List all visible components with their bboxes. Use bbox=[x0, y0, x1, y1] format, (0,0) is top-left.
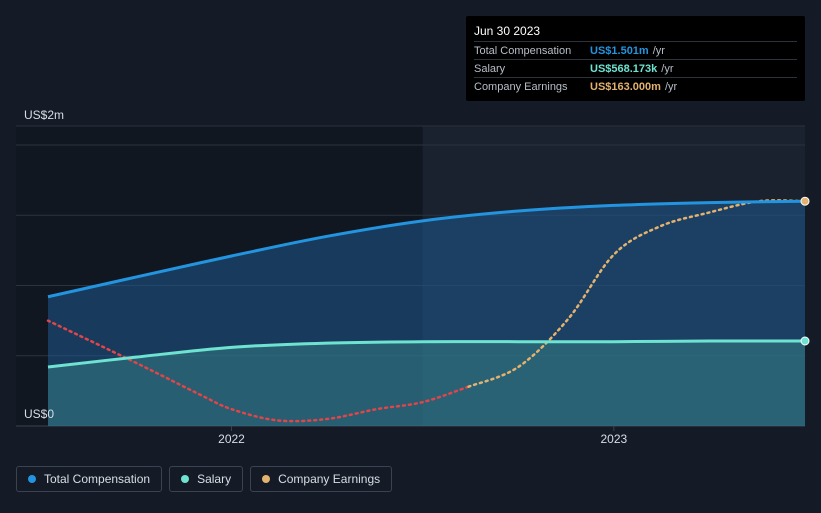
tooltip-label: Salary bbox=[474, 62, 506, 75]
company-earnings-line-low bbox=[46, 319, 470, 423]
legend-label: Company Earnings bbox=[278, 472, 381, 486]
chart-legend: Total Compensation Salary Company Earnin… bbox=[16, 466, 393, 492]
y-axis-label-zero: US$0 bbox=[24, 407, 54, 421]
total-compensation-area bbox=[48, 201, 805, 426]
y-axis-label-max: US$2m bbox=[24, 108, 64, 122]
tooltip-row-company-earnings: Company Earnings US$163.000m /yr bbox=[474, 77, 797, 95]
legend-label: Salary bbox=[197, 472, 232, 486]
x-axis-tick-label: 2022 bbox=[218, 432, 245, 446]
tooltip-value: US$1.501m bbox=[590, 44, 649, 57]
legend-item-company-earnings[interactable]: Company Earnings bbox=[250, 466, 393, 492]
tooltip-value: US$163.000m bbox=[590, 80, 661, 93]
tooltip-unit: /yr bbox=[661, 62, 674, 75]
tooltip-label: Total Compensation bbox=[474, 44, 572, 57]
company-earnings-end-point bbox=[800, 196, 810, 206]
legend-item-salary[interactable]: Salary bbox=[169, 466, 244, 492]
salary-area bbox=[48, 340, 805, 426]
total-compensation-line bbox=[47, 199, 806, 299]
tooltip-row-total-compensation: Total Compensation US$1.501m /yr bbox=[474, 41, 797, 59]
legend-item-total-compensation[interactable]: Total Compensation bbox=[16, 466, 163, 492]
tooltip-unit: /yr bbox=[652, 44, 665, 57]
tooltip-value: US$568.173k bbox=[590, 62, 658, 75]
tooltip-unit: /yr bbox=[664, 80, 678, 93]
salary-line bbox=[47, 339, 806, 369]
tooltip-row-salary: Salary US$568.173k /yr bbox=[474, 59, 797, 77]
tooltip-date: Jun 30 2023 bbox=[474, 24, 541, 38]
salary-end-point bbox=[800, 336, 810, 346]
legend-label: Total Compensation bbox=[44, 472, 151, 486]
x-axis-tick-label: 2023 bbox=[600, 432, 627, 446]
chart-tooltip: Jun 30 2023 Total Compensation US$1.501m… bbox=[466, 16, 805, 101]
legend-dot-icon bbox=[181, 475, 190, 483]
legend-dot-icon bbox=[262, 475, 271, 483]
tooltip-label: Company Earnings bbox=[474, 80, 568, 93]
legend-dot-icon bbox=[28, 475, 36, 483]
